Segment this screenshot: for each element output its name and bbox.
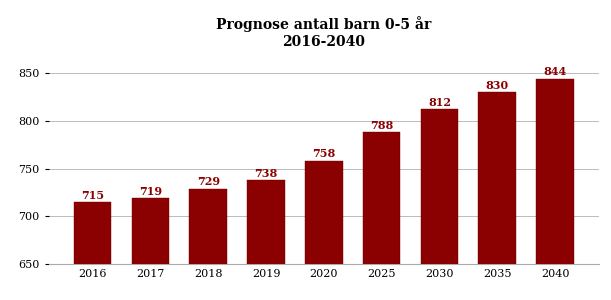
Bar [247,180,285,300]
Text: 719: 719 [139,186,162,197]
Text: 788: 788 [370,120,393,131]
Text: 729: 729 [197,176,220,187]
Text: 812: 812 [428,97,451,108]
Bar [478,92,516,300]
Text: 715: 715 [81,190,104,200]
Bar [420,110,458,300]
Bar [131,198,169,300]
Bar [305,161,343,300]
Title: Prognose antall barn 0-5 år
2016-2040: Prognose antall barn 0-5 år 2016-2040 [216,16,431,49]
Bar [74,202,111,300]
Bar [363,132,400,300]
Bar [536,79,574,300]
Text: 830: 830 [486,80,509,91]
Text: 844: 844 [543,66,566,77]
Bar [189,189,227,300]
Text: 758: 758 [312,148,335,160]
Text: 738: 738 [254,168,277,178]
